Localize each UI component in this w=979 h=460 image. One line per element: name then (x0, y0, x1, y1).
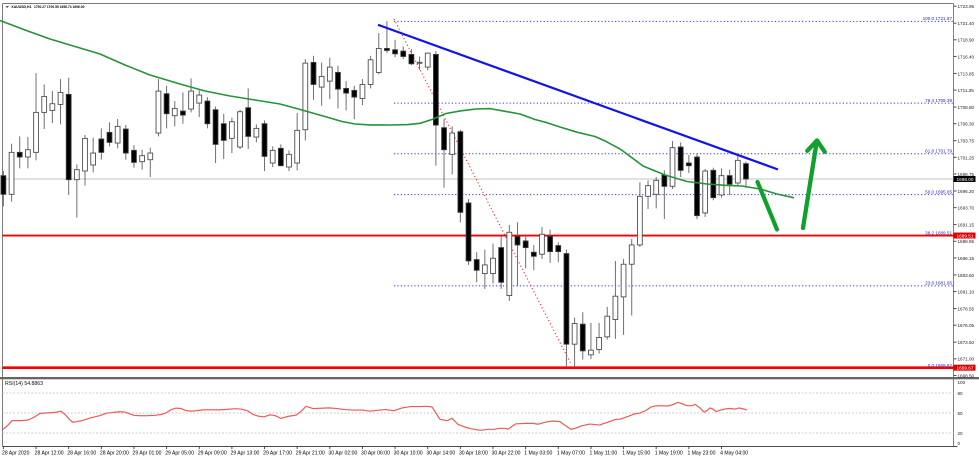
svg-text:1713.85: 1713.85 (958, 71, 975, 76)
svg-text:38.2 1689.51: 38.2 1689.51 (925, 230, 952, 235)
svg-text:1693.70: 1693.70 (958, 206, 975, 211)
svg-text:1718.90: 1718.90 (958, 38, 975, 43)
svg-text:1711.35: 1711.35 (958, 88, 975, 93)
svg-text:1 May 15:00: 1 May 15:00 (622, 450, 650, 456)
svg-text:29 Apr 21:00: 29 Apr 21:00 (296, 450, 325, 456)
svg-text:100.0 1721.67: 100.0 1721.67 (923, 16, 953, 21)
svg-text:50: 50 (958, 411, 964, 416)
svg-text:76.4 1709.39: 76.4 1709.39 (925, 98, 952, 103)
svg-text:1708.80: 1708.80 (958, 105, 975, 110)
svg-text:1703.75: 1703.75 (958, 139, 975, 144)
svg-text:1716.40: 1716.40 (958, 54, 975, 59)
svg-text:1 May 07:00: 1 May 07:00 (557, 450, 585, 456)
svg-text:30 Apr 22:00: 30 Apr 22:00 (492, 450, 521, 456)
svg-text:1676.05: 1676.05 (958, 323, 975, 328)
svg-text:1706.30: 1706.30 (958, 122, 975, 127)
svg-text:1671.00: 1671.00 (958, 357, 975, 362)
svg-text:1683.60: 1683.60 (958, 273, 975, 278)
svg-text:4 May 04:00: 4 May 04:00 (720, 450, 748, 456)
svg-text:30 Apr 02:00: 30 Apr 02:00 (328, 450, 357, 456)
svg-text:1673.50: 1673.50 (958, 340, 975, 345)
svg-text:30 Apr 10:00: 30 Apr 10:00 (394, 450, 423, 456)
svg-text:XAUUSD,H1: XAUUSD,H1 (11, 5, 31, 9)
svg-text:1723.95: 1723.95 (958, 4, 975, 9)
svg-text:1 May 11:00: 1 May 11:00 (590, 450, 618, 456)
svg-text:29 Apr 01:00: 29 Apr 01:00 (133, 450, 162, 456)
svg-text:28 Apr 12:00: 28 Apr 12:00 (35, 450, 64, 456)
svg-text:1 May 23:00: 1 May 23:00 (687, 450, 715, 456)
svg-text:0.0 1669.62: 0.0 1669.62 (928, 363, 953, 368)
svg-text:28 Apr 2020: 28 Apr 2020 (2, 450, 30, 456)
svg-text:61.8 1701.79: 61.8 1701.79 (925, 149, 952, 154)
svg-text:50.0 1695.65: 50.0 1695.65 (925, 189, 952, 194)
svg-text:1696.20: 1696.20 (958, 189, 975, 194)
svg-text:1700.27 1700.55 1696.74 1696.0: 1700.27 1700.55 1696.74 1696.00 (34, 5, 85, 9)
svg-text:28 Apr 20:00: 28 Apr 20:00 (100, 450, 129, 456)
svg-text:20: 20 (958, 431, 964, 436)
svg-text:29 Apr 09:00: 29 Apr 09:00 (198, 450, 227, 456)
svg-text:28 Apr 16:00: 28 Apr 16:00 (67, 450, 96, 456)
svg-text:1669.67: 1669.67 (957, 366, 974, 371)
svg-text:29 Apr 13:00: 29 Apr 13:00 (230, 450, 259, 456)
svg-text:1698.75: 1698.75 (958, 172, 975, 177)
svg-text:1691.15: 1691.15 (958, 223, 975, 228)
svg-text:80: 80 (958, 391, 964, 396)
svg-text:1668.50: 1668.50 (958, 373, 975, 378)
svg-text:23.6 1681.95: 23.6 1681.95 (925, 281, 952, 286)
svg-text:1678.55: 1678.55 (958, 306, 975, 311)
svg-text:RSI(14) 54.8863: RSI(14) 54.8863 (5, 381, 43, 387)
svg-text:29 Apr 05:00: 29 Apr 05:00 (165, 450, 194, 456)
svg-text:1681.10: 1681.10 (958, 289, 975, 294)
svg-text:30 Apr 18:00: 30 Apr 18:00 (459, 450, 488, 456)
svg-text:1688.65: 1688.65 (958, 239, 975, 244)
svg-text:1689.51: 1689.51 (957, 233, 974, 238)
svg-text:30 Apr 14:00: 30 Apr 14:00 (426, 450, 455, 456)
svg-text:1 May 03:00: 1 May 03:00 (524, 450, 552, 456)
svg-text:1698.00: 1698.00 (957, 177, 974, 182)
svg-text:1 May 19:00: 1 May 19:00 (655, 450, 683, 456)
svg-text:29 Apr 17:00: 29 Apr 17:00 (263, 450, 292, 456)
svg-text:1701.25: 1701.25 (958, 155, 975, 160)
svg-text:30 Apr 06:00: 30 Apr 06:00 (361, 450, 390, 456)
svg-text:100: 100 (958, 380, 966, 385)
svg-text:1686.15: 1686.15 (958, 256, 975, 261)
svg-text:1721.40: 1721.40 (958, 21, 975, 26)
svg-text:0: 0 (958, 441, 961, 446)
